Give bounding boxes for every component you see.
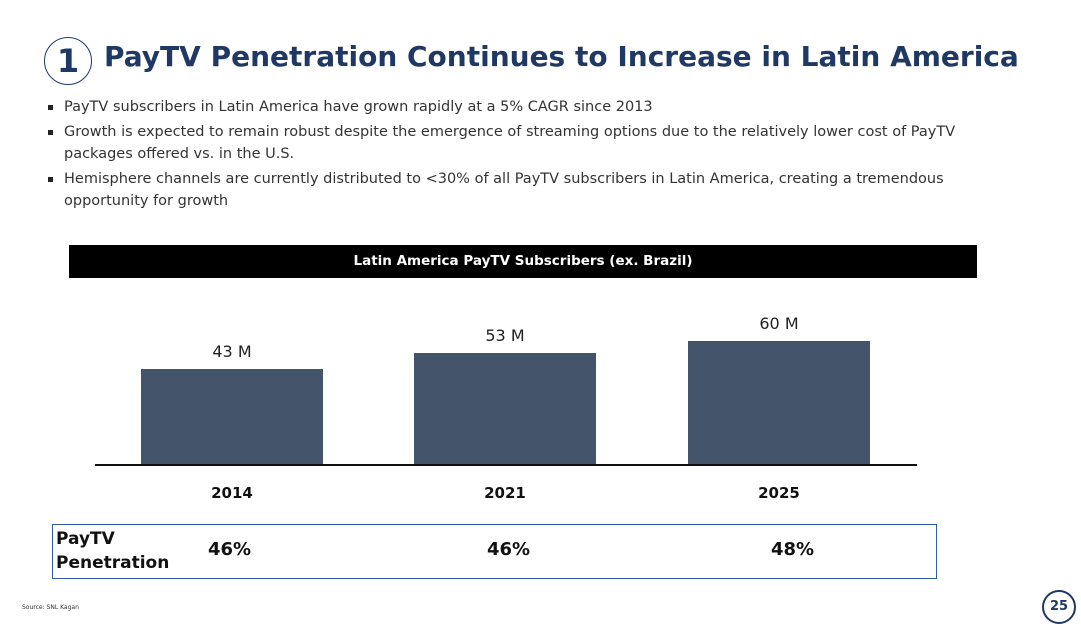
data-label: 60 M xyxy=(759,314,799,333)
bar-2014 xyxy=(141,369,323,465)
bar-2021 xyxy=(414,352,596,465)
penetration-value: 46% xyxy=(487,539,531,560)
x-tick-label: 2014 xyxy=(211,484,253,502)
penetration-value: 46% xyxy=(208,539,252,560)
data-label: 43 M xyxy=(212,342,252,361)
section-number-badge: 1 xyxy=(44,37,92,85)
chart-title: Latin America PayTV Subscribers (ex. Bra… xyxy=(69,245,977,278)
penetration-label: PayTV Penetration xyxy=(56,529,170,573)
source-note: Source: SNL Kagan xyxy=(22,604,79,611)
page-title: PayTV Penetration Continues to Increase … xyxy=(104,40,1019,73)
bullet-item: Growth is expected to remain robust desp… xyxy=(46,121,986,165)
bullet-item: Hemisphere channels are currently distri… xyxy=(46,168,986,212)
x-tick-label: 2021 xyxy=(484,484,526,502)
x-tick-label: 2025 xyxy=(758,484,800,502)
bullet-item: PayTV subscribers in Latin America have … xyxy=(46,96,986,118)
penetration-box xyxy=(52,524,937,579)
data-label: 53 M xyxy=(485,325,525,345)
bullet-list: PayTV subscribers in Latin America have … xyxy=(46,96,986,215)
x-axis-line xyxy=(95,464,917,466)
bar-2025 xyxy=(688,341,870,465)
page-number: 25 xyxy=(1042,590,1076,624)
penetration-value: 48% xyxy=(771,539,815,560)
